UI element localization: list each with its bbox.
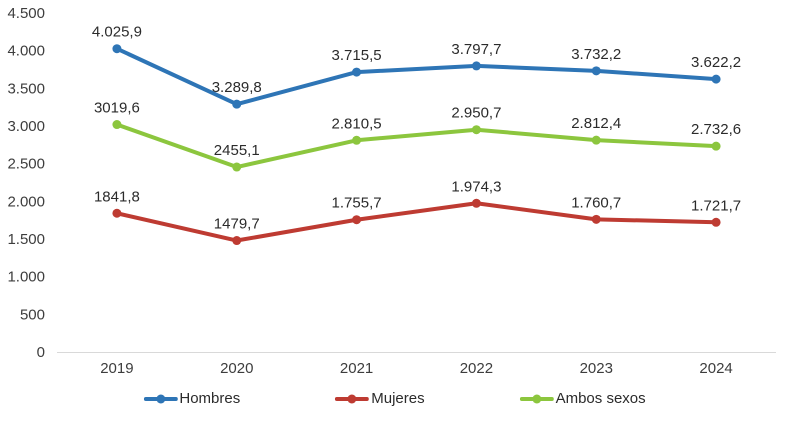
y-tick-label: 1.000 <box>7 269 45 286</box>
data-label-ambos-sexos: 2.812,4 <box>571 115 621 132</box>
legend-item-mujeres: Mujeres <box>335 390 425 407</box>
data-point-ambos-sexos <box>232 162 242 172</box>
legend-marker-ambos-sexos-icon <box>519 394 554 403</box>
data-point-ambos-sexos <box>352 135 362 145</box>
legend: Hombres Mujeres Ambos sexos <box>143 390 646 407</box>
data-point-hombres <box>471 61 481 71</box>
data-label-hombres: 4.025,9 <box>92 24 142 41</box>
legend-label-ambos-sexos: Ambos sexos <box>555 390 646 407</box>
data-label-ambos-sexos: 2.810,5 <box>332 115 382 132</box>
data-label-ambos-sexos: 2.950,7 <box>451 105 501 122</box>
series-line-mujeres <box>114 201 719 243</box>
data-label-mujeres: 1479,7 <box>214 216 260 233</box>
data-point-mujeres <box>352 215 362 225</box>
legend-label-mujeres: Mujeres <box>371 390 425 407</box>
data-point-mujeres <box>711 217 721 227</box>
y-tick-label: 500 <box>20 306 45 323</box>
data-point-mujeres <box>471 198 481 208</box>
series-line-ambos-sexos <box>114 122 719 170</box>
data-label-ambos-sexos: 2.732,6 <box>691 121 741 138</box>
y-tick-label: 2.500 <box>7 156 45 173</box>
data-label-ambos-sexos: 3019,6 <box>94 100 140 117</box>
data-point-hombres <box>711 74 721 84</box>
data-point-ambos-sexos <box>471 125 481 135</box>
legend-marker-mujeres-icon <box>335 394 370 403</box>
legend-label-hombres: Hombres <box>179 390 241 407</box>
data-label-hombres: 3.289,8 <box>212 79 262 96</box>
data-point-hombres <box>591 66 601 76</box>
series-line-hombres <box>114 46 719 107</box>
x-tick-label: 2022 <box>460 360 493 377</box>
x-tick-label: 2021 <box>340 360 373 377</box>
y-tick-label: 3.500 <box>7 80 45 97</box>
legend-item-hombres: Hombres <box>143 390 240 407</box>
data-point-ambos-sexos <box>711 141 721 151</box>
data-label-hombres: 3.622,2 <box>691 54 741 71</box>
y-tick-label: 3.000 <box>7 118 45 135</box>
data-point-hombres <box>232 99 242 109</box>
data-point-hombres <box>352 67 362 77</box>
legend-item-ambos-sexos: Ambos sexos <box>519 390 646 407</box>
y-tick-label: 4.500 <box>7 5 45 22</box>
data-label-ambos-sexos: 2455,1 <box>214 142 260 159</box>
data-label-mujeres: 1841,8 <box>94 188 140 205</box>
y-tick-label: 2.000 <box>7 193 45 210</box>
data-point-ambos-sexos <box>591 135 601 145</box>
y-tick-label: 1.500 <box>7 231 45 248</box>
y-tick-label: 4.000 <box>7 43 45 60</box>
x-tick-label: 2019 <box>100 360 133 377</box>
data-label-hombres: 3.732,2 <box>571 46 621 63</box>
data-point-ambos-sexos <box>112 120 122 130</box>
data-point-mujeres <box>591 214 601 224</box>
data-label-hombres: 3.797,7 <box>451 41 501 58</box>
data-point-mujeres <box>232 236 242 246</box>
data-label-hombres: 3.715,5 <box>332 47 382 64</box>
x-tick-label: 2024 <box>699 360 732 377</box>
data-point-mujeres <box>112 208 122 218</box>
x-tick-label: 2020 <box>220 360 253 377</box>
x-tick-label: 2023 <box>580 360 613 377</box>
data-label-mujeres: 1.721,7 <box>691 197 741 214</box>
y-tick-label: 0 <box>37 344 45 361</box>
data-label-mujeres: 1.760,7 <box>571 194 621 211</box>
data-point-hombres <box>112 44 122 54</box>
data-label-mujeres: 1.755,7 <box>332 195 382 212</box>
data-label-mujeres: 1.974,3 <box>451 178 501 195</box>
legend-marker-hombres-icon <box>143 394 178 403</box>
